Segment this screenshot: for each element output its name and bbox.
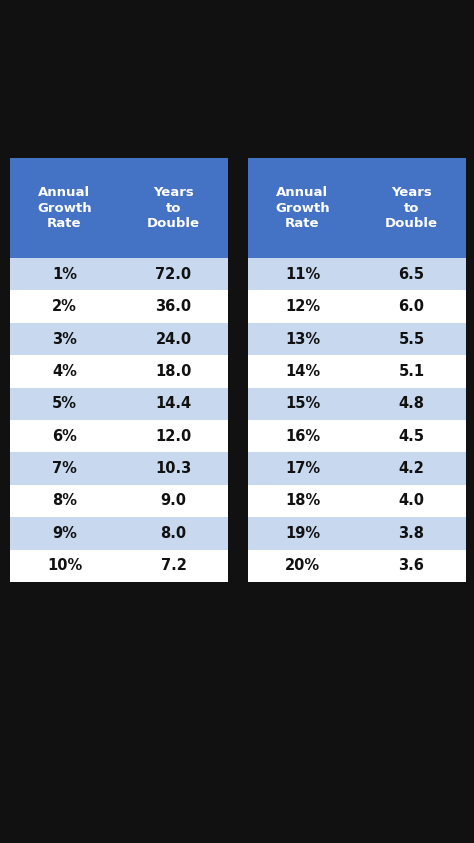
Text: Annual
Growth
Rate: Annual Growth Rate xyxy=(275,186,330,230)
Text: 20%: 20% xyxy=(285,558,320,573)
Bar xyxy=(248,550,466,582)
Bar xyxy=(10,518,228,550)
Bar xyxy=(248,258,466,290)
Bar xyxy=(248,323,466,355)
Text: 2%: 2% xyxy=(52,299,77,314)
Text: 13%: 13% xyxy=(285,331,320,346)
Text: 36.0: 36.0 xyxy=(155,299,191,314)
Text: 4.2: 4.2 xyxy=(399,461,424,476)
Bar xyxy=(10,290,228,323)
Bar xyxy=(10,485,228,518)
Text: 4.8: 4.8 xyxy=(399,396,425,411)
Text: 5.1: 5.1 xyxy=(399,364,425,379)
Bar xyxy=(248,290,466,323)
Text: 1%: 1% xyxy=(52,266,77,282)
Text: 9%: 9% xyxy=(52,526,77,541)
Bar xyxy=(248,388,466,420)
Bar xyxy=(10,420,228,453)
Bar xyxy=(248,453,466,485)
Text: 12%: 12% xyxy=(285,299,320,314)
Text: 10.3: 10.3 xyxy=(155,461,191,476)
Text: 24.0: 24.0 xyxy=(155,331,191,346)
Text: 14.4: 14.4 xyxy=(155,396,191,411)
Bar xyxy=(10,323,228,355)
Text: 19%: 19% xyxy=(285,526,320,541)
Text: 6.5: 6.5 xyxy=(399,266,425,282)
Text: 5%: 5% xyxy=(52,396,77,411)
Text: 4.5: 4.5 xyxy=(399,429,425,443)
Text: 14%: 14% xyxy=(285,364,320,379)
Text: 8%: 8% xyxy=(52,493,77,508)
Text: 9.0: 9.0 xyxy=(161,493,186,508)
Text: 10%: 10% xyxy=(47,558,82,573)
Bar xyxy=(10,355,228,388)
Text: 5.5: 5.5 xyxy=(399,331,425,346)
Text: 17%: 17% xyxy=(285,461,320,476)
Bar xyxy=(248,355,466,388)
Bar xyxy=(248,518,466,550)
Text: 72.0: 72.0 xyxy=(155,266,191,282)
Bar xyxy=(248,158,466,258)
Text: Years
to
Double: Years to Double xyxy=(147,186,200,230)
Text: 15%: 15% xyxy=(285,396,320,411)
Text: 8.0: 8.0 xyxy=(160,526,187,541)
Text: 4%: 4% xyxy=(52,364,77,379)
Text: 18.0: 18.0 xyxy=(155,364,191,379)
Bar xyxy=(248,420,466,453)
Text: 7%: 7% xyxy=(52,461,77,476)
Text: 12.0: 12.0 xyxy=(155,429,191,443)
Bar xyxy=(10,453,228,485)
Bar xyxy=(10,258,228,290)
Text: 6.0: 6.0 xyxy=(399,299,425,314)
Text: 3.8: 3.8 xyxy=(399,526,425,541)
Bar xyxy=(10,550,228,582)
Text: 3%: 3% xyxy=(52,331,77,346)
Text: 4.0: 4.0 xyxy=(399,493,425,508)
Text: 16%: 16% xyxy=(285,429,320,443)
Text: 3.6: 3.6 xyxy=(399,558,424,573)
Bar xyxy=(248,485,466,518)
Text: 6%: 6% xyxy=(52,429,77,443)
Text: 7.2: 7.2 xyxy=(161,558,186,573)
Bar xyxy=(10,158,228,258)
Text: Annual
Growth
Rate: Annual Growth Rate xyxy=(37,186,92,230)
Text: 18%: 18% xyxy=(285,493,320,508)
Text: 11%: 11% xyxy=(285,266,320,282)
Bar xyxy=(10,388,228,420)
Text: Years
to
Double: Years to Double xyxy=(385,186,438,230)
